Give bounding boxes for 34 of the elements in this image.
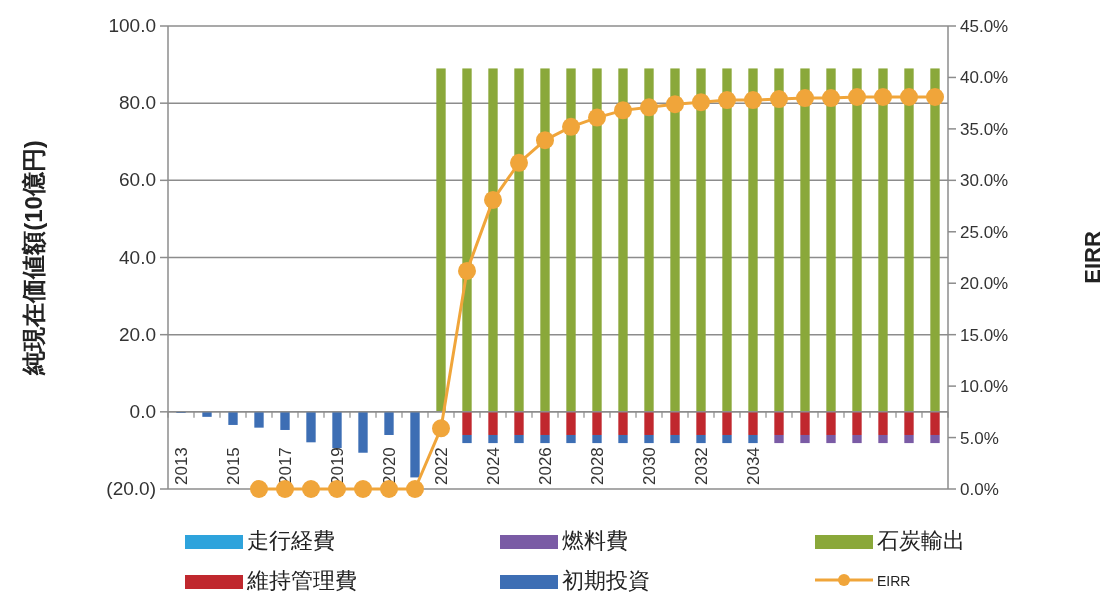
y-tick-label: 100.0: [108, 15, 156, 36]
y-tick-label: 20.0: [119, 323, 156, 345]
y2-tick-label: 45.0%: [960, 17, 1009, 36]
x-tick-label: 2030: [640, 447, 659, 485]
y2-axis-title: EIRR: [1080, 231, 1105, 284]
x-tick-label: 2022: [432, 447, 451, 485]
x-tick-label: 2032: [692, 447, 711, 485]
y2-tick-label: 35.0%: [960, 119, 1009, 139]
y-tick-label: 40.0: [119, 246, 156, 268]
legend-label: 燃料費: [562, 528, 628, 553]
y2-tick-label: 5.0%: [960, 428, 999, 448]
x-tick-label: 2015: [224, 447, 243, 485]
y-axis-title: 純現在価値額(10億円): [20, 140, 47, 376]
legend-label: 石炭輸出: [877, 528, 965, 553]
y2-tick-label: 20.0%: [960, 274, 1009, 294]
y2-tick-label: 30.0%: [960, 171, 1009, 191]
x-tick-label: 2034: [744, 447, 763, 485]
legend-label: 維持管理費: [246, 568, 357, 593]
x-tick-label: 2013: [172, 447, 191, 485]
x-tick-label: 2026: [536, 447, 555, 485]
y-tick-label: (20.0): [106, 478, 156, 499]
y2-tick-label: 40.0%: [960, 68, 1009, 88]
legend-label: 走行経費: [247, 528, 335, 553]
y-tick-label: 0.0: [129, 400, 156, 422]
y-tick-label: 80.0: [119, 92, 156, 114]
y-tick-label: 60.0: [119, 169, 156, 191]
y2-tick-label: 25.0%: [960, 222, 1009, 242]
legend-label: EIRR: [877, 573, 911, 589]
legend-label: 初期投資: [562, 568, 650, 593]
y2-tick-label: 0.0%: [960, 480, 999, 499]
x-tick-label: 2028: [588, 447, 607, 485]
x-tick-label: 2024: [484, 447, 503, 485]
y2-tick-label: 15.0%: [960, 325, 1009, 345]
y2-tick-label: 10.0%: [960, 377, 1009, 397]
